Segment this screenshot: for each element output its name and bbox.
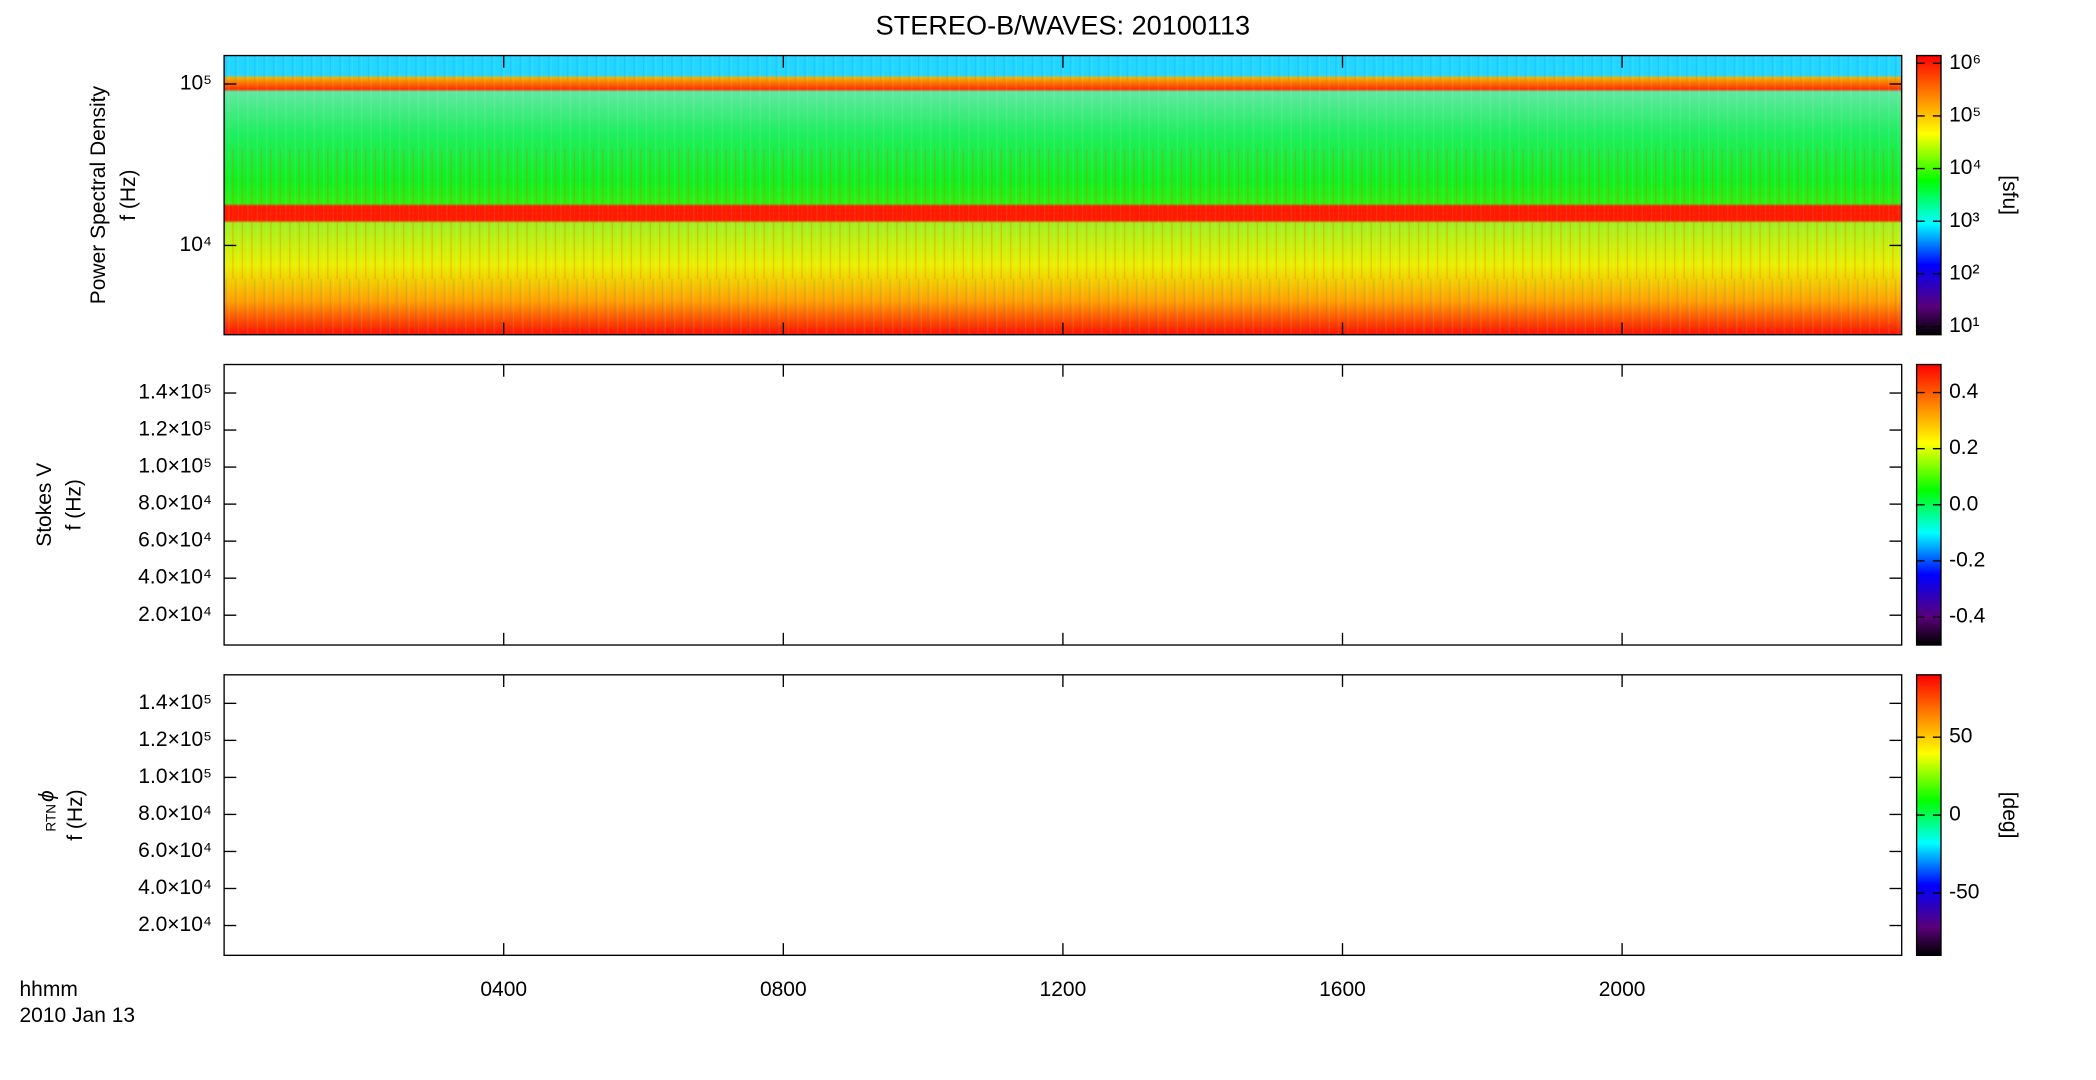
colorbar-tick-label: 0.0 (1949, 492, 1978, 515)
y-tick-label: 1.2×10⁵ (138, 728, 212, 751)
x-axis-label: hhmm (19, 978, 77, 1001)
y-tick-label: 1.0×10⁵ (138, 765, 212, 788)
y-tick-label: 4.0×10⁴ (138, 876, 212, 899)
colorbar-label: [sfu] (1998, 175, 2021, 215)
colorbar-tick-label: 50 (1949, 725, 1972, 748)
y-tick-label: 1.2×10⁵ (138, 418, 212, 441)
y-axis-label: f (Hz) (63, 479, 86, 530)
chart-title: STEREO-B/WAVES: 20100113 (876, 9, 1250, 40)
plot-frame (223, 674, 1903, 957)
y-tick-label: 6.0×10⁴ (138, 839, 212, 862)
y-axis-label: Power Spectral Density (87, 86, 110, 305)
y-axis-label: Stokes V (33, 463, 56, 547)
colorbar-tick-label: 10⁴ (1949, 156, 1981, 179)
y-axis-label: f (Hz) (64, 789, 87, 840)
colorbar (1915, 54, 1942, 336)
y-tick-label: 1.4×10⁵ (138, 691, 212, 714)
y-axis-label: RTN (44, 804, 59, 832)
y-tick-label: 10⁵ (180, 72, 212, 95)
colorbar-tick-label: 10¹ (1949, 314, 1979, 337)
y-tick-label: 4.0×10⁴ (138, 566, 212, 589)
colorbar-tick-label: 10³ (1949, 209, 1979, 232)
y-tick-label: 2.0×10⁴ (138, 913, 212, 936)
y-tick-label: 8.0×10⁴ (138, 492, 212, 515)
colorbar-tick-label: 0.4 (1949, 380, 1979, 403)
date-label: 2010 Jan 13 (19, 1004, 135, 1027)
y-tick-label: 1.4×10⁵ (138, 381, 212, 404)
x-tick-label: 1600 (1319, 978, 1366, 1001)
x-tick-label: 1200 (1040, 978, 1087, 1001)
y-axis-label: f (Hz) (117, 169, 140, 220)
colorbar-tick-label: -0.2 (1949, 548, 1985, 571)
x-tick-label: 0800 (760, 978, 807, 1001)
y-axis-label: ϕ (35, 790, 58, 802)
x-tick-label: 0400 (480, 978, 527, 1001)
y-tick-label: 2.0×10⁴ (138, 603, 212, 626)
colorbar-tick-label: -50 (1949, 881, 1979, 904)
y-tick-label: 8.0×10⁴ (138, 802, 212, 825)
colorbar-tick-label: 0 (1949, 803, 1961, 826)
colorbar-tick-label: 10⁶ (1949, 51, 1981, 74)
x-tick-label: 2000 (1599, 978, 1646, 1001)
y-tick-label: 10⁴ (180, 233, 212, 256)
colorbar-tick-label: -0.4 (1949, 605, 1986, 628)
spectrogram-texture (224, 55, 1902, 335)
y-tick-label: 6.0×10⁴ (138, 529, 212, 552)
plot-frame (223, 363, 1903, 646)
y-tick-label: 1.0×10⁵ (138, 455, 212, 478)
colorbar-tick-label: 10⁵ (1949, 103, 1981, 126)
colorbar-label: [deg] (1998, 792, 2021, 839)
colorbar-tick-label: 10² (1949, 261, 1979, 284)
colorbar-tick-label: 0.2 (1949, 436, 1978, 459)
